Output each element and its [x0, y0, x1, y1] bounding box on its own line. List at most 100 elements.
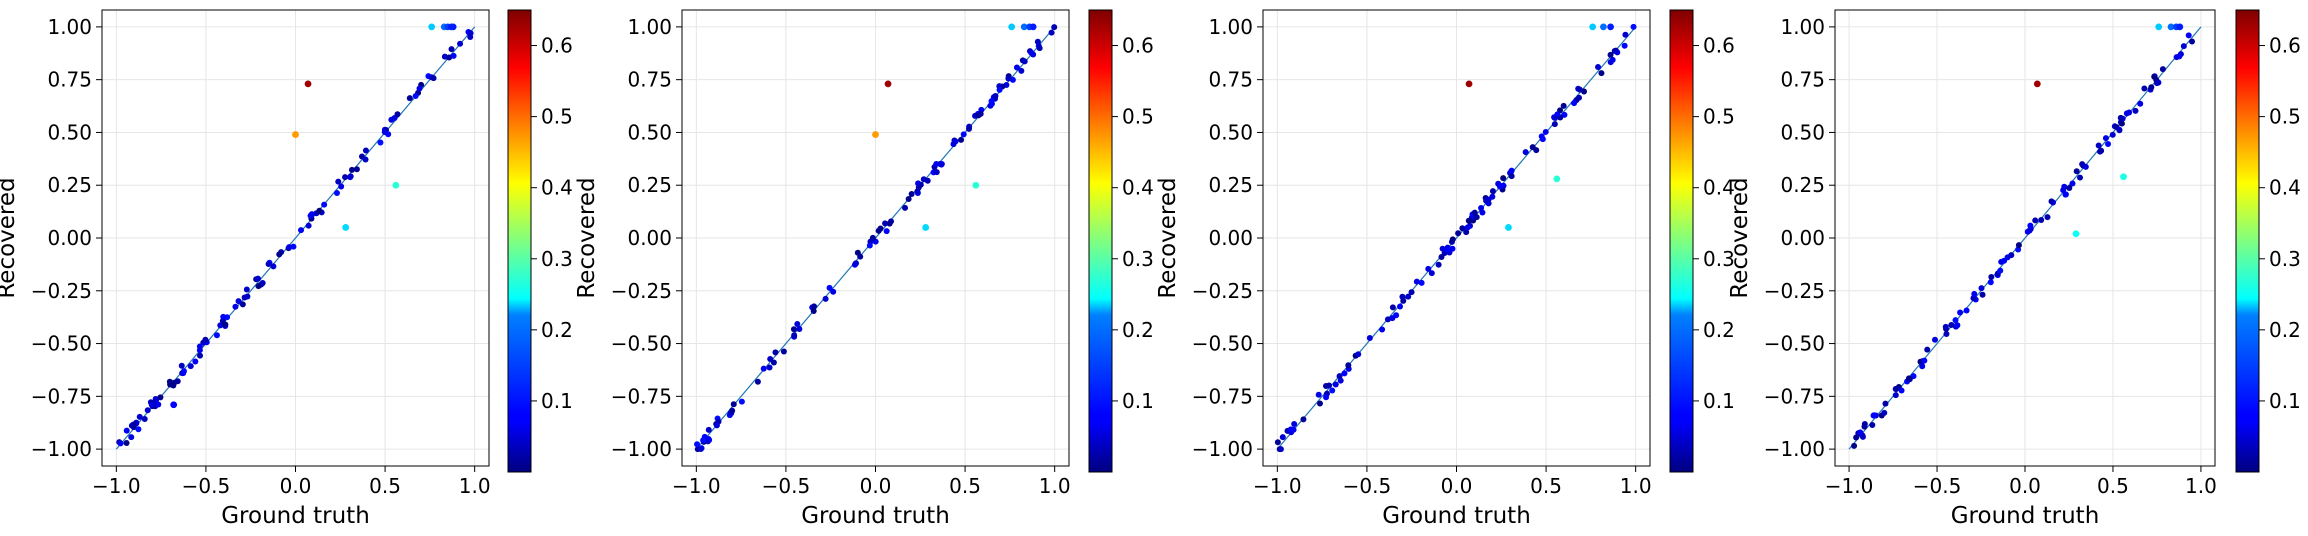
x-tick-label: −1.0: [92, 474, 141, 498]
colorbar-tick-label: 0.2: [2269, 318, 2301, 342]
scatter-point: [290, 243, 297, 250]
scatter-point: [335, 178, 342, 185]
scatter-point: [450, 52, 457, 59]
scatter-point: [1919, 363, 1926, 370]
scatter-point: [2126, 109, 2133, 116]
outlier-point-4: [2155, 23, 2163, 31]
scatter-point: [852, 260, 859, 267]
scatter-point: [157, 394, 164, 401]
scatter-point: [1463, 229, 1470, 236]
scatter-point: [1323, 394, 1330, 401]
scatter-point: [1449, 245, 1456, 252]
scatter-point: [430, 75, 437, 82]
scatter-point: [1630, 23, 1637, 30]
scatter-point: [1870, 412, 1877, 419]
scatter-point: [866, 242, 873, 249]
scatter-point: [265, 261, 272, 268]
x-axis-label: Ground truth: [1382, 503, 1531, 529]
scatter-point: [167, 381, 174, 388]
scatter-point: [854, 249, 861, 256]
colorbar-tick-label: 0.2: [541, 318, 573, 342]
colorbar: 0.1 0.2 0.3 0.4 0.5 0.6: [2235, 9, 2301, 473]
scatter-point: [254, 275, 261, 282]
scatter-point: [141, 415, 148, 422]
scatter-point: [1857, 429, 1864, 436]
scatter-point: [1881, 409, 1888, 416]
scatter-point: [933, 161, 940, 168]
y-tick-label: −0.75: [1764, 384, 1825, 408]
scatter-point: [448, 46, 455, 53]
outlier-point-5: [1008, 23, 1016, 31]
scatter-point: [1576, 86, 1583, 93]
colorbar-gradient: [507, 9, 532, 473]
scatter-point: [1931, 336, 1938, 343]
scatter-point: [1851, 442, 1858, 449]
scatter-point: [1316, 400, 1323, 407]
y-tick-label: −1.00: [1764, 437, 1825, 461]
scatter-point: [1397, 303, 1404, 310]
scatter-point: [130, 424, 137, 431]
scatter-point: [1522, 149, 1529, 156]
scatter-point: [2073, 168, 2080, 175]
y-tick-label: −0.50: [1764, 332, 1825, 356]
scatter-point: [2154, 80, 2161, 87]
scatter-point: [1978, 285, 1985, 292]
scatter-point: [1622, 31, 1629, 38]
scatter-point: [694, 441, 701, 448]
scatter-point: [2102, 135, 2109, 142]
scatter-point: [705, 426, 712, 433]
scatter-point: [796, 325, 803, 332]
scatter-point: [321, 201, 328, 208]
scatter-point: [1315, 391, 1322, 398]
scatter-point: [1018, 67, 1025, 74]
scatter-point: [362, 147, 369, 154]
scatter-point: [441, 53, 448, 60]
scatter-point: [1471, 209, 1478, 216]
x-tick-label: −1.0: [672, 474, 721, 498]
x-tick-label: −0.5: [1343, 474, 1392, 498]
scatter-point: [938, 161, 945, 168]
scatter-point: [2082, 163, 2089, 170]
colorbar-tick-label: 0.1: [541, 389, 573, 413]
outlier-point-2: [872, 131, 879, 138]
scatter-point: [467, 30, 474, 37]
scatter-point: [791, 332, 798, 339]
scatter-point: [1473, 214, 1480, 221]
scatter-point: [412, 92, 419, 99]
scatter-point: [123, 427, 130, 434]
scatter-point: [128, 434, 135, 441]
scatter-point: [235, 298, 242, 305]
colorbar: 0.1 0.2 0.3 0.4 0.5 0.6: [1088, 9, 1154, 473]
scatter-point: [1345, 362, 1352, 369]
scatter-point: [810, 307, 817, 314]
outlier-point-7: [2176, 23, 2184, 31]
scatter-point: [713, 422, 720, 429]
scatter-point: [924, 177, 931, 184]
y-axis-label: Recovered: [1155, 177, 1181, 298]
scatter-point: [155, 401, 162, 408]
scatter-point: [1508, 167, 1515, 174]
y-tick-label: −0.25: [31, 279, 92, 303]
y-tick-label: −0.50: [31, 332, 92, 356]
y-tick-label: −0.75: [31, 384, 92, 408]
y-axis-label: Recovered: [574, 177, 600, 298]
scatter-point: [1987, 279, 1994, 286]
scatter-point: [1924, 346, 1931, 353]
colorbar-tick-label: 0.3: [2269, 247, 2301, 271]
scatter-point: [307, 212, 314, 219]
outlier-point-10: [170, 401, 178, 409]
x-tick-label: −1.0: [1253, 474, 1302, 498]
colorbar-tick-label: 0.3: [1122, 247, 1154, 271]
y-tick-label: 0.00: [1780, 226, 1825, 250]
scatter-point: [1036, 45, 1043, 52]
outlier-point-1: [884, 80, 892, 88]
scatter-point: [2001, 257, 2008, 264]
scatter-point: [2117, 114, 2124, 121]
x-tick-label: 0.0: [2009, 474, 2041, 498]
scatter-point: [362, 156, 369, 163]
scatter-point: [2066, 185, 2073, 192]
scatter-point: [811, 303, 818, 310]
scatter-point: [2148, 84, 2155, 91]
scatter-point: [2159, 66, 2166, 73]
outlier-point-3: [972, 181, 980, 189]
